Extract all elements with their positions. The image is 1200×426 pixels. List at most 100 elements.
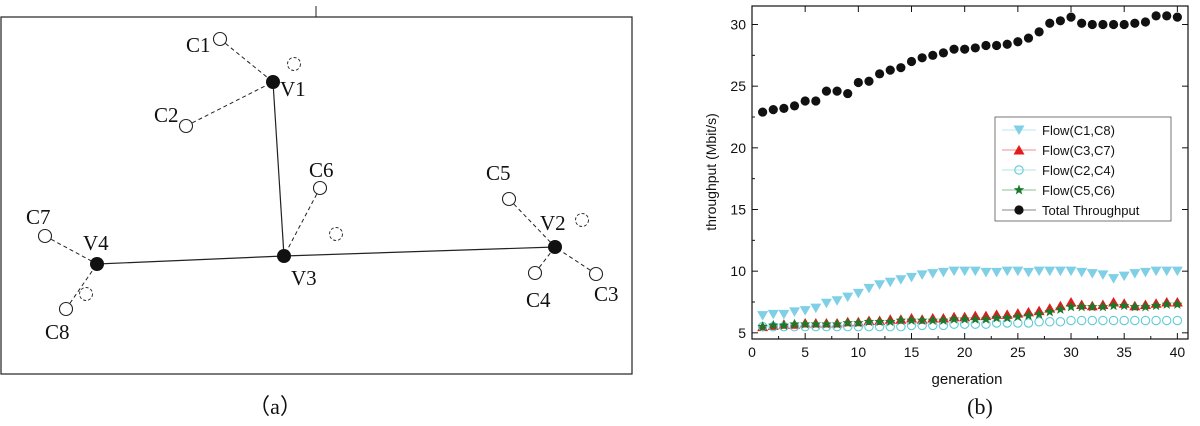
data-point	[1055, 16, 1065, 26]
data-point	[1172, 12, 1182, 22]
link-C1-V1	[219, 38, 274, 83]
data-point	[938, 48, 949, 58]
data-point	[810, 303, 822, 314]
ghost-node-3	[329, 227, 343, 241]
x-tick-label-0: 0	[748, 344, 756, 360]
ghost-nodes-layer	[79, 57, 589, 301]
data-point	[1066, 12, 1076, 22]
data-point	[980, 267, 992, 278]
data-point	[863, 316, 875, 327]
data-point	[767, 309, 779, 320]
legend-marker-4	[1014, 205, 1024, 215]
data-point	[1130, 315, 1140, 326]
y-tick-label-10: 10	[730, 263, 746, 279]
node-label-v2: V2	[540, 211, 566, 235]
x-tick-label-15: 15	[904, 344, 920, 360]
data-point	[832, 86, 842, 96]
ghost-node-4	[79, 287, 93, 301]
client-node-c7	[37, 228, 53, 244]
x-tick-label-35: 35	[1116, 344, 1132, 360]
data-point	[1013, 37, 1023, 47]
data-point	[906, 315, 917, 325]
client-node-c4	[527, 265, 543, 281]
data-point	[874, 280, 886, 290]
data-point	[1033, 266, 1045, 277]
router-node-v1	[266, 75, 280, 89]
data-point	[948, 313, 960, 324]
client-node-c1	[212, 31, 228, 47]
data-point	[842, 317, 853, 328]
data-point	[1108, 19, 1119, 30]
data-point	[853, 317, 864, 328]
node-label-v4: V4	[83, 231, 109, 255]
data-point	[810, 318, 822, 329]
data-point	[1087, 19, 1097, 30]
data-point	[1033, 308, 1045, 319]
data-point	[1055, 303, 1066, 314]
legend-label-0: Flow(C1,C8)	[1042, 123, 1115, 138]
data-point	[895, 315, 907, 325]
data-point	[1108, 315, 1119, 326]
data-point	[1001, 312, 1013, 323]
data-point	[1023, 310, 1034, 321]
data-point	[1076, 267, 1088, 278]
data-point	[949, 44, 959, 54]
data-point	[1076, 315, 1087, 326]
data-point	[1119, 315, 1129, 326]
data-point	[1002, 39, 1012, 49]
data-point	[1151, 315, 1161, 326]
data-point	[1012, 266, 1024, 277]
router-node-v2	[548, 240, 562, 254]
data-point	[799, 306, 811, 316]
data-point	[884, 277, 896, 288]
data-point	[789, 101, 800, 111]
data-point	[927, 315, 939, 325]
data-point	[758, 107, 768, 117]
x-tick-label-5: 5	[801, 344, 809, 360]
legend-marker-3	[1013, 184, 1025, 195]
data-point	[1077, 18, 1087, 28]
y-tick-label-30: 30	[730, 17, 746, 33]
data-point	[821, 318, 832, 329]
ghost-node-1	[287, 57, 301, 71]
marks-layer	[757, 11, 1183, 332]
data-point	[916, 315, 928, 325]
data-point	[1012, 311, 1024, 322]
data-point	[927, 269, 939, 279]
data-point	[1098, 19, 1108, 30]
data-point	[1108, 274, 1120, 284]
panel-b-caption: (b)	[967, 394, 993, 419]
data-point	[1118, 271, 1130, 282]
data-point	[970, 313, 981, 324]
x-tick-label-40: 40	[1170, 344, 1186, 360]
data-point	[1066, 315, 1076, 326]
series-1	[757, 297, 1183, 332]
legend-label-3: Flow(C5,C6)	[1042, 183, 1115, 198]
data-point	[1044, 306, 1055, 317]
data-point	[981, 40, 991, 51]
data-point	[1034, 316, 1044, 327]
data-point	[1044, 266, 1056, 277]
data-point	[916, 270, 928, 280]
data-point	[1118, 300, 1130, 311]
data-point	[1097, 270, 1109, 280]
data-point	[1108, 300, 1119, 311]
x-tick-label-10: 10	[851, 344, 867, 360]
data-point	[906, 272, 918, 283]
data-point	[852, 288, 864, 299]
series-3	[757, 298, 1183, 332]
client-node-c8	[58, 301, 74, 317]
client-node-c3	[588, 266, 604, 282]
data-point	[991, 267, 1003, 278]
legend-label-1: Flow(C3,C7)	[1042, 143, 1115, 158]
data-point	[1140, 301, 1151, 312]
data-point	[938, 315, 949, 325]
data-point	[1013, 318, 1023, 328]
link-C8-V4	[65, 263, 98, 310]
router-node-v4	[90, 257, 104, 271]
data-point	[970, 43, 980, 53]
data-point	[778, 319, 790, 330]
legend: Flow(C1,C8) Flow(C3,C7) Flow(C2,C4) Flow(C5…	[994, 116, 1172, 222]
